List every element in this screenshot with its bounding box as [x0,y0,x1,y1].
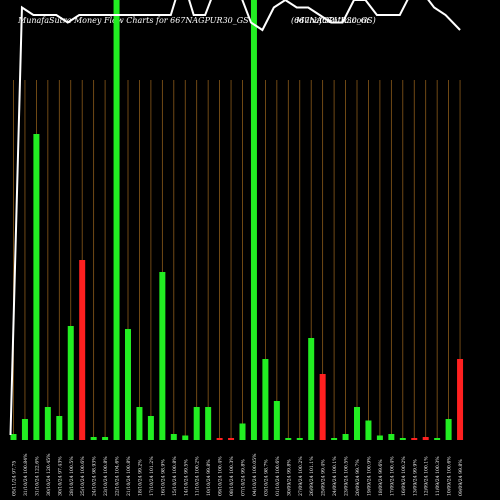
flow-bar [193,407,200,440]
x-tick-label: 18/09/24 99.6% [378,459,384,496]
flow-bar [216,438,223,440]
x-tick-label: 23/10/24 100.8% [103,456,109,496]
x-tick-label: 09/09/24 99.8% [458,459,464,496]
x-tick-label: 04/10/24 100.05% [252,453,258,496]
x-tick-label: 14/10/24 99.5% [183,459,189,496]
x-tick-label: 26/09/24 101.1% [309,456,315,496]
flow-bar [79,260,86,440]
flow-bar [342,434,349,440]
x-tick-label: 24/10/24 98.93% [92,456,98,496]
x-tick-label: 09/10/24 100.4% [218,456,224,496]
x-tick-label: 08/10/24 100.3% [229,456,235,496]
flow-bar [228,438,235,440]
flow-bar [388,434,395,440]
x-tick-label: 20/09/24 99.7% [355,459,361,496]
flow-bar [90,437,97,440]
flow-bar [285,438,292,440]
flow-bar [445,419,452,440]
flow-bar [262,359,269,440]
x-tick-label: 22/10/24 104.6% [115,456,121,496]
x-tick-label: 23/09/24 100.5% [344,456,350,496]
flow-bar [239,423,246,440]
chart-title: MunafaSutra Money Flow Charts for 667NAG… [18,16,249,25]
flow-bar [102,437,109,440]
flow-bar [273,401,280,440]
flow-bar [331,438,338,440]
flow-bar [182,435,189,440]
x-tick-label: 25/10/24 100.6% [80,456,86,496]
flow-bar [376,435,383,440]
site-name: MunafaSutra.com [296,16,369,25]
x-tick-label: 30/09/24 99.8% [286,459,292,496]
x-tick-label: 13/09/24 99.9% [412,459,418,496]
flow-bar [33,134,40,440]
flow-bar [147,416,154,440]
x-tick-label: 30/10/24 97.43% [57,456,63,496]
flow-bar [422,437,429,440]
x-tick-label: 27/09/24 100.2% [298,456,304,496]
x-tick-label: 16/09/24 100.2% [401,456,407,496]
x-tick-label: 05/11/24 97.75 [12,461,18,496]
flow-bar [10,434,17,440]
flow-bar [296,438,303,440]
x-tick-label: 03/10/24 98.7% [263,459,269,496]
flow-bar [250,0,257,440]
x-tick-label: 10/09/24 100.6% [447,456,453,496]
x-tick-label: 07/10/24 99.8% [241,459,247,496]
flow-bar [125,329,131,440]
x-tick-label: 10/10/24 99.8% [206,459,212,496]
flow-bar [205,407,212,440]
price-line [9,0,461,436]
x-tick-label: 17/10/24 101.2% [149,456,155,496]
x-tick-label: 15/10/24 100.8% [172,456,178,496]
x-tick-label: 12/09/24 100.1% [424,456,430,496]
flow-bar [113,0,120,440]
flow-bar [159,272,166,440]
flow-bar [136,407,143,440]
x-tick-label: 11/09/24 100.3% [435,456,441,496]
x-tick-label: 31/10/24 100.84% [23,453,29,496]
flow-bar [21,419,28,440]
flow-bar [170,434,177,440]
x-tick-label: 28/10/24 100.5% [69,456,75,496]
x-tick-label: 17/09/24 100.4% [389,456,395,496]
x-tick-label: 11/10/24 100.2% [195,456,201,496]
x-tick-label: 25/09/24 99.4% [321,459,327,496]
flow-bar [457,359,464,440]
x-tick-label: 21/10/24 100.8% [126,456,132,496]
chart-ticker: (667NAGPUR30_GS) [291,16,376,25]
x-tick-label: 19/09/24 100.9% [366,456,372,496]
flow-bar [365,420,372,440]
flow-bar [354,407,360,440]
flow-bar [56,416,63,440]
flow-bar [67,326,74,440]
x-tick-label: 16/10/24 98.9% [160,459,166,496]
flow-bar [308,338,315,440]
flow-bar [44,407,51,440]
x-tick-label: 30/10/24 120.45% [46,453,52,496]
flow-bar [411,438,418,440]
x-tick-label: 31/10/24 122.6% [34,456,40,496]
flow-bar [399,438,406,440]
flow-bar [434,438,441,440]
flow-bar [319,374,326,440]
x-tick-label: 24/09/24 100.1% [332,456,338,496]
x-tick-label: 01/10/24 100.6% [275,456,281,496]
x-tick-label: 18/10/24 99.2% [137,459,143,496]
